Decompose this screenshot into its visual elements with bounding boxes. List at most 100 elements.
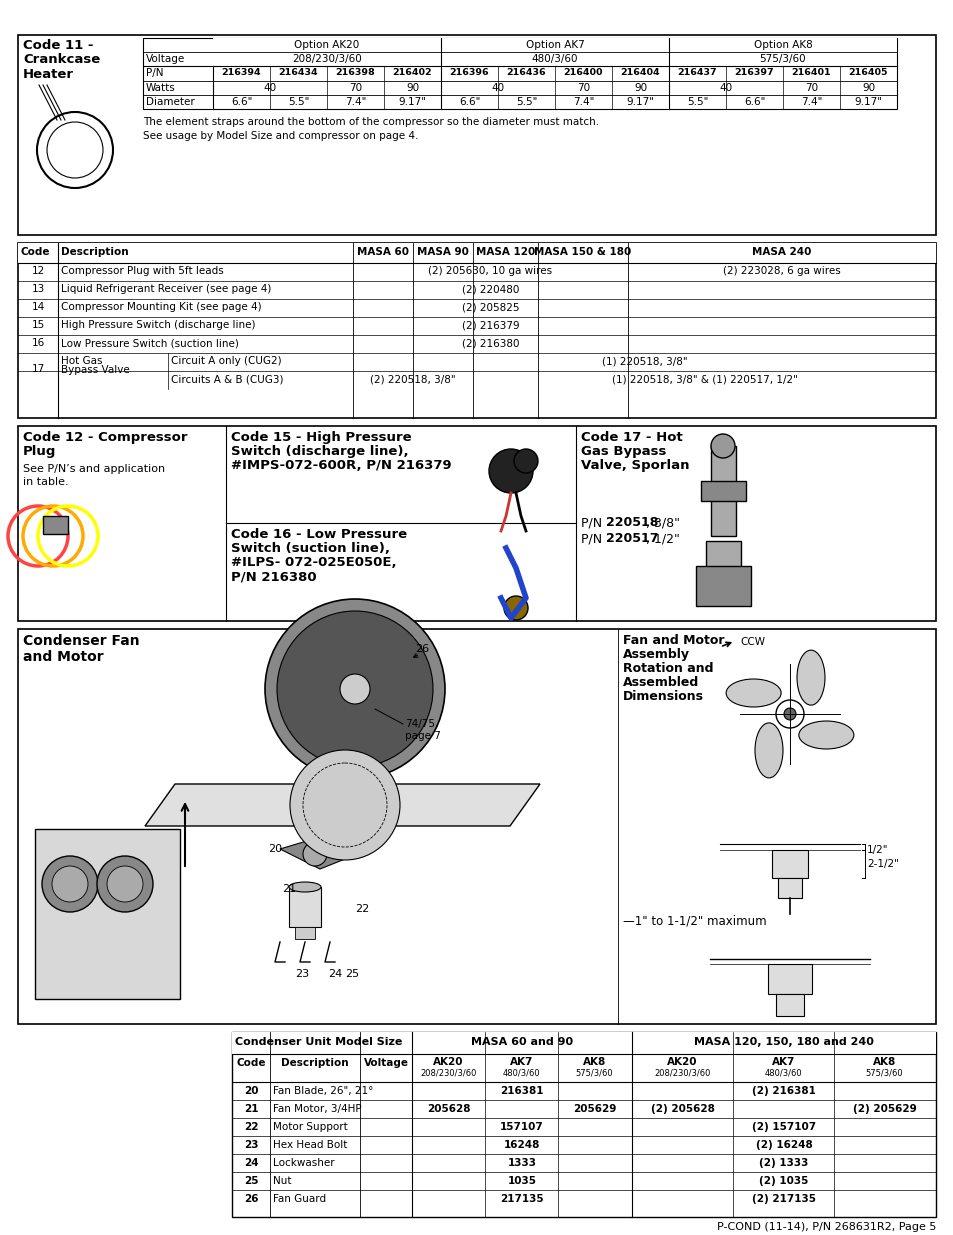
Ellipse shape [754,722,782,778]
Circle shape [775,700,803,727]
Text: Switch (suction line),: Switch (suction line), [231,542,390,555]
Text: 16: 16 [31,338,45,348]
Bar [18,35,935,235]
Text: Hex Head Bolt: Hex Head Bolt [273,1140,347,1150]
Text: 216436: 216436 [506,68,546,77]
Text: Condenser Unit Model Size: Condenser Unit Model Size [234,1037,402,1047]
Text: P-COND (11-14), P/N 268631R2, Page 5: P-COND (11-14), P/N 268631R2, Page 5 [716,1221,935,1233]
Bar [18,629,935,1024]
Text: Assembled: Assembled [622,676,699,689]
Text: Fan Blade, 26", 21°: Fan Blade, 26", 21° [273,1086,373,1095]
Text: Fan and Motor: Fan and Motor [622,634,723,647]
Text: MASA 240: MASA 240 [752,247,811,257]
Text: 21: 21 [244,1104,258,1114]
Text: 25: 25 [244,1176,258,1186]
Text: 70: 70 [577,83,590,93]
Text: Heater: Heater [23,68,74,82]
Text: Rotation and: Rotation and [622,662,713,676]
Text: AK8: AK8 [872,1057,895,1067]
Text: Description: Description [61,247,129,257]
Text: 575/3/60: 575/3/60 [759,54,805,64]
Text: Code 17 - Hot: Code 17 - Hot [580,431,682,445]
Text: 23: 23 [244,1140,258,1150]
Text: page 7: page 7 [405,731,440,741]
Circle shape [503,597,527,620]
Text: 90: 90 [861,83,874,93]
Text: Code: Code [236,1058,266,1068]
Bar [18,243,935,263]
Text: (2) 1035: (2) 1035 [759,1176,808,1186]
Text: AK8: AK8 [582,1057,605,1067]
Text: 16248: 16248 [503,1140,539,1150]
Text: (2) 1333: (2) 1333 [759,1158,808,1168]
Text: 208/230/3/60: 208/230/3/60 [292,54,361,64]
Text: 1035: 1035 [507,1176,536,1186]
Text: 6.6": 6.6" [231,98,252,107]
Text: (2) 205629: (2) 205629 [852,1104,916,1114]
Text: (2) 220480: (2) 220480 [461,284,518,294]
Circle shape [97,856,152,911]
Bar [775,994,803,1016]
Text: 20: 20 [268,844,282,853]
Text: See usage by Model Size and compressor on page 4.: See usage by Model Size and compressor o… [143,131,418,141]
Text: Code 11 -: Code 11 - [23,40,93,52]
Bar [35,829,180,999]
Text: 217135: 217135 [499,1194,543,1204]
Text: Code 15 - High Pressure: Code 15 - High Pressure [231,431,411,445]
Text: MASA 150 & 180: MASA 150 & 180 [534,247,631,257]
Text: Lockwasher: Lockwasher [273,1158,335,1168]
Text: 575/3/60: 575/3/60 [864,1068,902,1077]
Text: 40: 40 [263,83,276,93]
Polygon shape [280,834,345,869]
Text: (2) 216379: (2) 216379 [461,320,518,330]
Text: 216434: 216434 [278,68,318,77]
Text: Condenser Fan: Condenser Fan [23,634,139,648]
Text: 5.5": 5.5" [686,98,707,107]
Text: 40: 40 [719,83,732,93]
Bar [213,38,440,52]
Bar [767,965,811,994]
Text: AK7: AK7 [771,1057,795,1067]
Text: 208/230/3/60: 208/230/3/60 [420,1068,476,1077]
Text: Circuits A & B (CUG3): Circuits A & B (CUG3) [171,374,283,384]
Text: MASA 90: MASA 90 [416,247,469,257]
Text: and Motor: and Motor [23,650,104,664]
Bar [710,446,735,536]
Text: Option AK7: Option AK7 [525,40,584,49]
Bar [696,566,750,606]
Text: Voltage: Voltage [146,54,185,64]
Text: The element straps around the bottom of the compressor so the diameter must matc: The element straps around the bottom of … [143,117,598,127]
Text: MASA 120, 150, 180 and 240: MASA 120, 150, 180 and 240 [694,1037,873,1047]
Text: Compressor Mounting Kit (see page 4): Compressor Mounting Kit (see page 4) [61,303,261,312]
Text: Option AK20: Option AK20 [294,40,359,49]
Text: 6.6": 6.6" [458,98,479,107]
Ellipse shape [725,679,781,706]
Bar [232,1032,935,1216]
Text: (1) 220518, 3/8" & (1) 220517, 1/2": (1) 220518, 3/8" & (1) 220517, 1/2" [611,374,797,384]
Text: (2) 220518, 3/8": (2) 220518, 3/8" [370,374,456,384]
Bar [43,516,68,534]
Text: P/N: P/N [580,516,605,529]
Text: 5.5": 5.5" [288,98,309,107]
Text: 216396: 216396 [449,68,489,77]
Text: in table.: in table. [23,477,69,487]
Text: (2) 223028, 6 ga wires: (2) 223028, 6 ga wires [722,266,840,275]
Text: Motor Support: Motor Support [273,1123,348,1132]
Text: (2) 205630, 10 ga wires: (2) 205630, 10 ga wires [428,266,552,275]
Text: #IMPS-072-600R, P/N 216379: #IMPS-072-600R, P/N 216379 [231,459,451,472]
Text: 14: 14 [31,303,45,312]
Text: 216437: 216437 [677,68,717,77]
Circle shape [107,866,143,902]
Text: AK7: AK7 [509,1057,533,1067]
Text: Crankcase: Crankcase [23,53,100,65]
Text: 205628: 205628 [426,1104,470,1114]
Bar [18,426,935,621]
Text: (2) 205628: (2) 205628 [650,1104,714,1114]
Text: High Pressure Switch (discharge line): High Pressure Switch (discharge line) [61,320,255,330]
Text: 157107: 157107 [499,1123,543,1132]
Text: 7.4": 7.4" [344,98,366,107]
Bar [294,927,314,939]
Circle shape [710,433,734,458]
Text: Code 16 - Low Pressure: Code 16 - Low Pressure [231,529,407,541]
Text: 9.17": 9.17" [626,98,654,107]
